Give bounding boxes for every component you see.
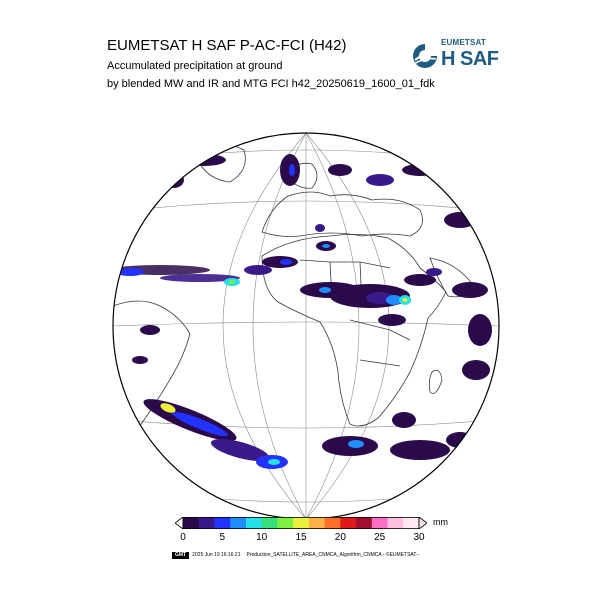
- gmt-badge: GMT: [172, 552, 190, 559]
- color-bar-swatch: [261, 517, 278, 529]
- color-bar-tick-label: 0: [180, 532, 186, 543]
- hsaf-logo: EUMETSAT H SAF: [411, 38, 499, 74]
- color-bar-tick-label: 20: [334, 532, 346, 543]
- color-bar-swatch: [371, 517, 388, 529]
- color-bar-unit: mm: [433, 517, 448, 527]
- color-bar-swatch: [245, 517, 262, 529]
- color-bar-tick-label: 30: [413, 532, 425, 543]
- logo-eumetsat-text: EUMETSAT: [441, 38, 487, 47]
- color-bar-ticks: 0 5 10 15 20 25 30: [0, 532, 600, 546]
- production-footer: GMT 2025 Jun 19 16:16:21 Production_SATE…: [172, 551, 420, 560]
- hsaf-swoosh-icon: [413, 44, 438, 68]
- logo-hsaf-text: H SAF: [441, 48, 499, 70]
- production-timestamp: 2025 Jun 19 16:16:21: [192, 552, 241, 558]
- color-bar-tick-label: 15: [295, 532, 307, 543]
- color-bar-high-arrow: [418, 517, 427, 529]
- map-product-line: by blended MW and IR and MTG FCI h42_202…: [107, 78, 435, 90]
- color-bar-tick-label: 5: [219, 532, 226, 543]
- color-bar-swatch: [214, 517, 231, 529]
- map-title: EUMETSAT H SAF P-AC-FCI (H42): [107, 37, 347, 54]
- color-bar-low-arrow: [175, 517, 184, 529]
- production-credit: Production_SATELLITE_AREA_CNMCA_Algorith…: [246, 552, 420, 558]
- color-bar-swatch: [183, 517, 200, 529]
- color-bar-swatch: [198, 517, 215, 529]
- color-bar-swatch: [230, 517, 247, 529]
- color-bar-swatch: [340, 517, 357, 529]
- color-bar-swatch: [277, 517, 294, 529]
- color-bar: [175, 517, 427, 529]
- color-bar-swatch: [308, 517, 325, 529]
- map-disk: [113, 133, 499, 519]
- color-bar-swatch: [387, 517, 404, 529]
- color-bar-tick-label: 10: [256, 532, 268, 543]
- color-bar-swatch: [403, 517, 420, 529]
- map-subtitle: Accumulated precipitation at ground: [107, 60, 283, 72]
- color-bar-tick-label: 25: [374, 532, 386, 543]
- color-bar-swatch: [324, 517, 341, 529]
- color-bar-swatch: [356, 517, 373, 529]
- color-bar-swatch: [293, 517, 310, 529]
